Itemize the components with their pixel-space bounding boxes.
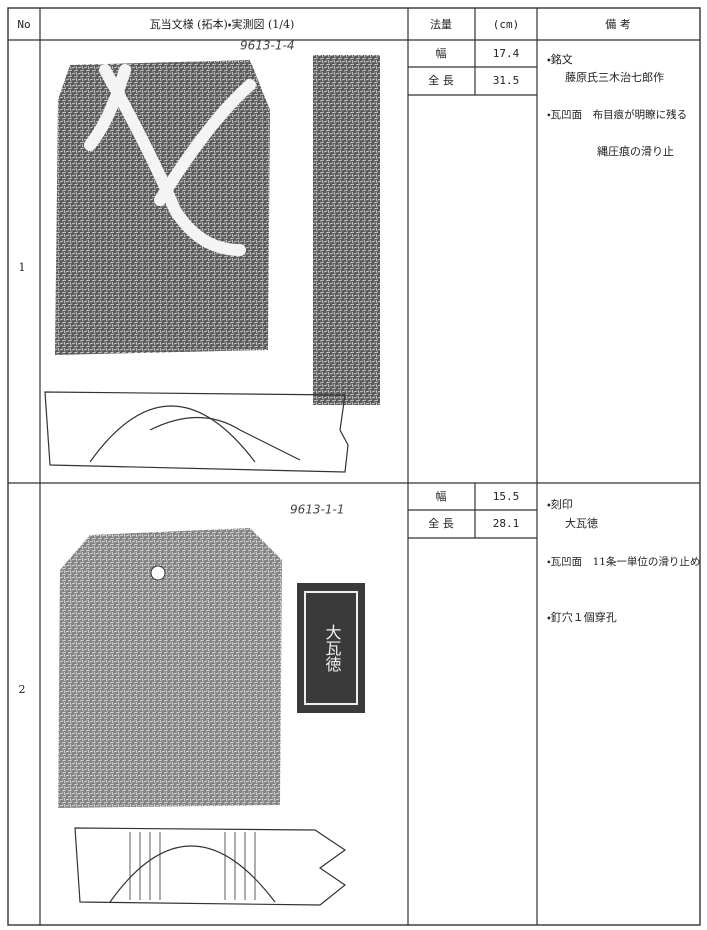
header-figure: 瓦当文様 (拓本)・実測図 (1/4) <box>150 17 295 31</box>
remark-line: 縄圧痕の滑り止 <box>597 145 674 158</box>
section-drawing <box>74 827 347 906</box>
remark-line: ・刻印 <box>547 497 573 511</box>
width-label: 幅 <box>436 47 447 60</box>
remark-line: ・釘穴１個穿孔 <box>547 610 617 624</box>
handwritten-annotation: 9613-1-4 <box>240 39 294 53</box>
remark-line: ・瓦凹面 11条一単位の滑り止め <box>547 555 700 568</box>
rubbing-image <box>55 55 380 405</box>
handwritten-annotation: 9613-1-1 <box>290 503 344 517</box>
header-measure: 法量 <box>430 18 452 31</box>
width-label: 幅 <box>436 490 447 503</box>
length-label: 全 長 <box>428 73 454 87</box>
table-grid <box>7 7 701 926</box>
remark-line: 大瓦徳 <box>565 516 598 530</box>
header-no: No <box>17 18 30 31</box>
stamp-text: 大瓦徳 <box>323 624 342 672</box>
width-value: 17.4 <box>493 47 520 60</box>
row-number: 1 <box>19 261 26 274</box>
rubbing-image <box>58 528 365 808</box>
header-unit: (cm) <box>493 18 520 31</box>
remark-line: ・銘文 <box>547 52 573 66</box>
section-drawing <box>44 391 349 473</box>
header-remarks: 備 考 <box>605 18 631 31</box>
row-number: 2 <box>19 683 26 696</box>
remark-line: 藤原氏三木治七郎作 <box>565 70 664 84</box>
remark-line: ・瓦凹面 布目痕が明瞭に残る <box>547 108 687 121</box>
length-value: 31.5 <box>493 74 520 87</box>
length-value: 28.1 <box>493 517 520 530</box>
length-label: 全 長 <box>428 516 454 530</box>
width-value: 15.5 <box>493 490 520 503</box>
